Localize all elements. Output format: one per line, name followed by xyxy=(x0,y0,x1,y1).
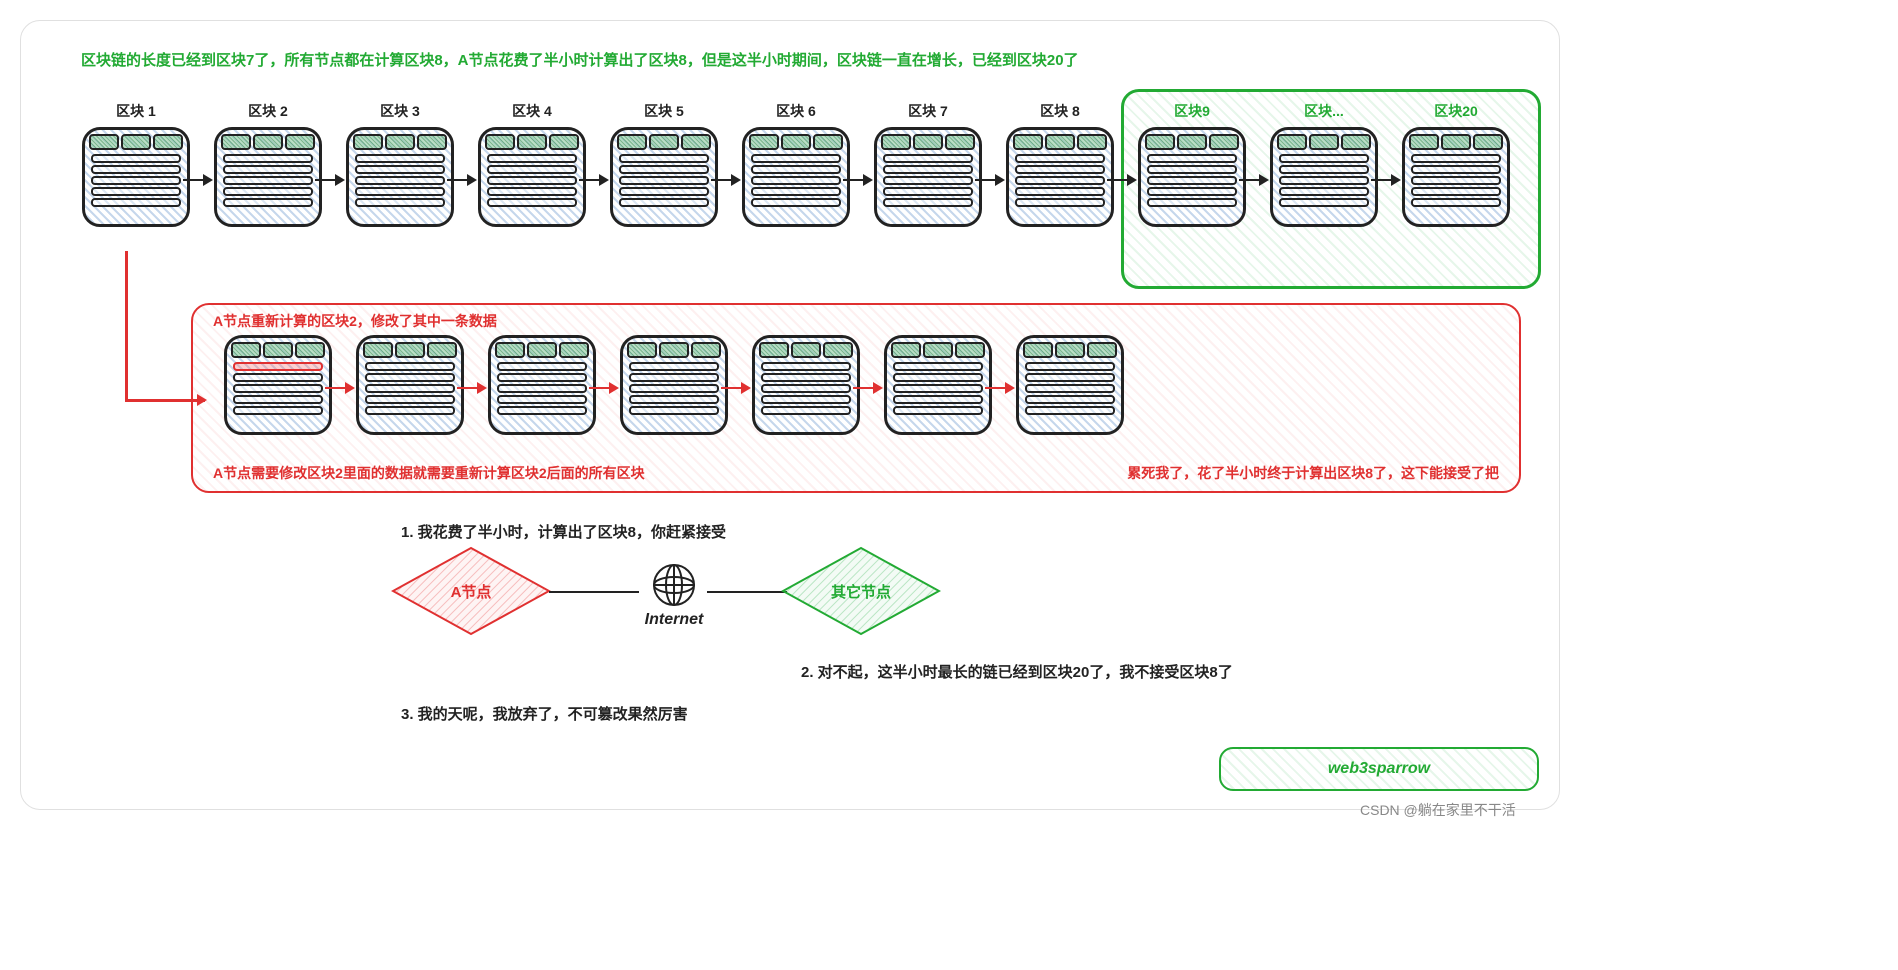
block xyxy=(742,127,850,227)
block-label: 区块 2 xyxy=(203,101,333,121)
fork-block-2 xyxy=(213,335,343,435)
node-a-label: A节点 xyxy=(451,581,492,602)
block xyxy=(1138,127,1246,227)
footer-credit: CSDN @躺在家里不干活 xyxy=(1360,800,1516,820)
fork-caption-bottom-right: 累死我了，花了半小时终于计算出区块8了，这下能接受了把 xyxy=(1127,463,1499,483)
internet-icon: Internet xyxy=(639,561,709,629)
block xyxy=(752,335,860,435)
dialog-line-2: 2. 对不起，这半小时最长的链已经到区块20了，我不接受区块8了 xyxy=(801,661,1233,682)
node-other-diamond: 其它节点 xyxy=(781,546,941,636)
main-block-9: 区块9 xyxy=(1127,101,1257,227)
top-caption: 区块链的长度已经到区块7了，所有节点都在计算区块8，A节点花费了半小时计算出了区… xyxy=(81,49,1079,70)
signature-box: web3sparrow xyxy=(1219,747,1539,791)
block-label: 区块 1 xyxy=(71,101,201,121)
block xyxy=(1402,127,1510,227)
main-block-7: 区块 7 xyxy=(863,101,993,227)
block xyxy=(82,127,190,227)
block xyxy=(356,335,464,435)
main-block-2: 区块 2 xyxy=(203,101,333,227)
main-block-11: 区块20 xyxy=(1391,101,1521,227)
fork-caption-bottom-left: A节点需要修改区块2里面的数据就需要重新计算区块2后面的所有区块 xyxy=(213,463,645,483)
fork-block-5 xyxy=(609,335,739,435)
fork-block-7 xyxy=(873,335,1003,435)
block-label: 区块... xyxy=(1259,101,1389,121)
block-label: 区块 8 xyxy=(995,101,1125,121)
block-label: 区块 4 xyxy=(467,101,597,121)
main-block-10: 区块... xyxy=(1259,101,1389,227)
block xyxy=(346,127,454,227)
block xyxy=(610,127,718,227)
block xyxy=(224,335,332,435)
main-block-5: 区块 5 xyxy=(599,101,729,227)
block xyxy=(478,127,586,227)
signature-text: web3sparrow xyxy=(1328,760,1430,778)
block-label: 区块9 xyxy=(1127,101,1257,121)
block xyxy=(488,335,596,435)
main-block-1: 区块 1 xyxy=(71,101,201,227)
main-block-4: 区块 4 xyxy=(467,101,597,227)
block xyxy=(620,335,728,435)
block xyxy=(214,127,322,227)
dialog-line-1: 1. 我花费了半小时，计算出了区块8，你赶紧接受 xyxy=(401,521,726,542)
block xyxy=(884,335,992,435)
fork-block-6 xyxy=(741,335,871,435)
diagram-canvas: 区块链的长度已经到区块7了，所有节点都在计算区块8，A节点花费了半小时计算出了区… xyxy=(20,20,1560,810)
connect-left xyxy=(549,591,639,593)
block xyxy=(874,127,982,227)
internet-label: Internet xyxy=(645,611,704,628)
connect-right xyxy=(707,591,787,593)
fork-caption-top: A节点重新计算的区块2，修改了其中一条数据 xyxy=(213,311,497,331)
fork-block-8 xyxy=(1005,335,1135,435)
fork-vline xyxy=(125,251,128,401)
block xyxy=(1016,335,1124,435)
fork-block-3 xyxy=(345,335,475,435)
node-a-diamond: A节点 xyxy=(391,546,551,636)
block xyxy=(1006,127,1114,227)
block xyxy=(1270,127,1378,227)
main-block-3: 区块 3 xyxy=(335,101,465,227)
block-label: 区块 7 xyxy=(863,101,993,121)
block-label: 区块 3 xyxy=(335,101,465,121)
block-label: 区块 6 xyxy=(731,101,861,121)
main-chain-row: 区块 1区块 2区块 3区块 4区块 5区块 6区块 7区块 8区块9区块...… xyxy=(71,101,1549,281)
fork-group: A节点重新计算的区块2，修改了其中一条数据 A节点需要修改区块2里面的数据就需要… xyxy=(191,303,1521,493)
fork-block-4 xyxy=(477,335,607,435)
block-label: 区块 5 xyxy=(599,101,729,121)
fork-chain-row xyxy=(213,335,1499,445)
node-other-label: 其它节点 xyxy=(831,581,891,602)
main-block-6: 区块 6 xyxy=(731,101,861,227)
main-block-8: 区块 8 xyxy=(995,101,1125,227)
block-label: 区块20 xyxy=(1391,101,1521,121)
dialog-line-3: 3. 我的天呢，我放弃了，不可篡改果然厉害 xyxy=(401,703,688,724)
